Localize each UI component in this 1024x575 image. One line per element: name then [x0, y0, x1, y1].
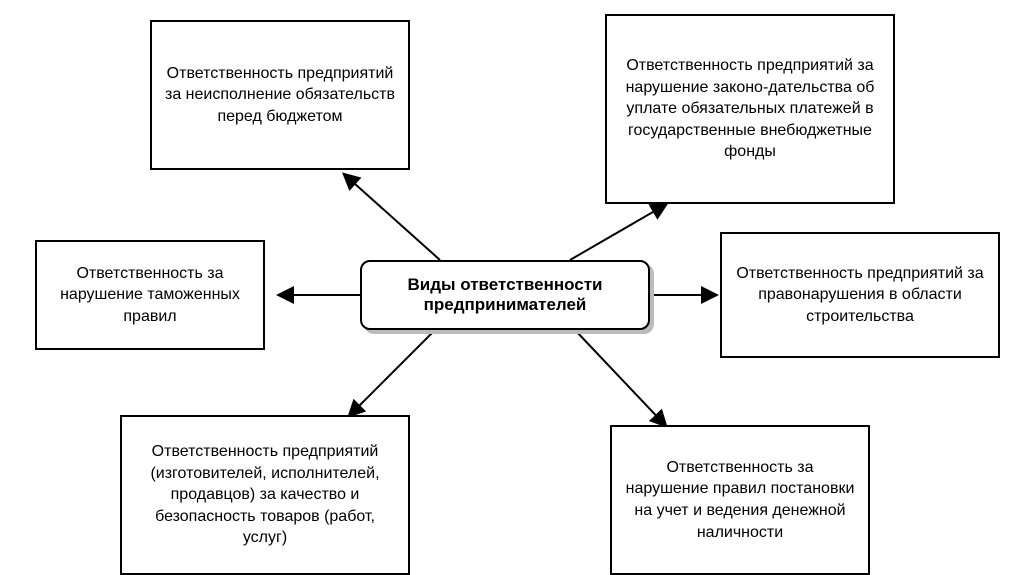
- node-right: Ответственность предприятий за правонару…: [720, 232, 1000, 358]
- edge-arrow: [570, 205, 665, 260]
- edge-arrow: [575, 330, 665, 425]
- edge-arrow: [345, 175, 440, 260]
- node-bottom-left: Ответственность предприятий (изготовител…: [120, 415, 410, 575]
- node-label: Ответственность предприятий за нарушение…: [619, 55, 881, 163]
- node-label: Ответственность за нарушение таможенных …: [49, 263, 251, 328]
- node-bottom-right: Ответственность за нарушение правил пост…: [610, 425, 870, 575]
- edge-arrow: [350, 330, 435, 415]
- node-top-left: Ответственность предприятий за неисполне…: [150, 20, 410, 170]
- node-top-right: Ответственность предприятий за нарушение…: [605, 14, 895, 204]
- node-label: Ответственность за нарушение правил пост…: [624, 457, 856, 543]
- node-left: Ответственность за нарушение таможенных …: [35, 240, 265, 350]
- node-label: Ответственность предприятий (изготовител…: [134, 441, 396, 549]
- node-label: Ответственность предприятий за правонару…: [734, 263, 986, 328]
- center-node-label: Виды ответственности предпринимателей: [380, 275, 630, 315]
- node-label: Ответственность предприятий за неисполне…: [164, 63, 396, 128]
- center-node: Виды ответственности предпринимателей: [360, 260, 650, 330]
